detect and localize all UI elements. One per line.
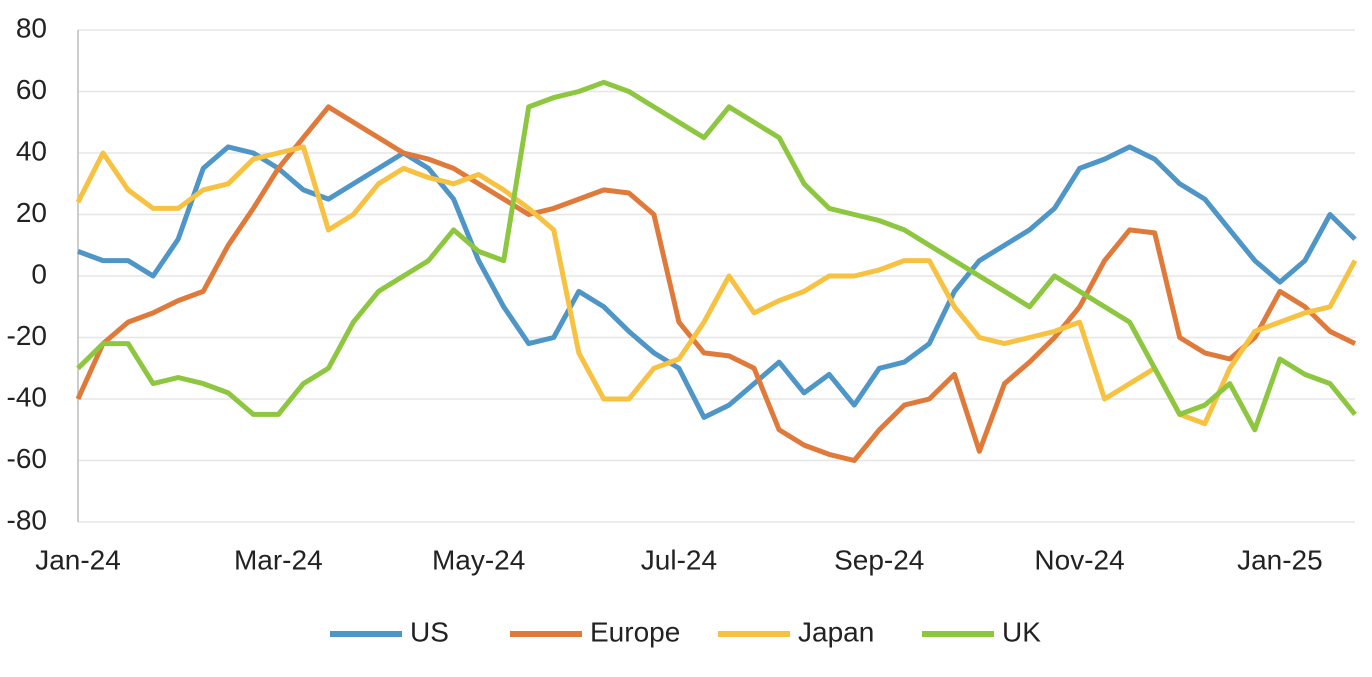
x-tick-label: Jul-24 — [641, 544, 717, 575]
y-tick-label: 20 — [16, 197, 47, 228]
x-tick-label: Jan-24 — [35, 544, 121, 575]
x-tick-label: Mar-24 — [234, 544, 323, 575]
x-tick-label: Nov-24 — [1034, 544, 1124, 575]
x-tick-label: Jan-25 — [1237, 544, 1323, 575]
y-tick-label: 0 — [31, 258, 47, 289]
legend-label: UK — [1002, 616, 1041, 647]
legend-label: Europe — [590, 616, 680, 647]
legend-label: Japan — [798, 616, 874, 647]
y-tick-label: 60 — [16, 74, 47, 105]
series-line — [75, 144, 1358, 427]
series-line — [76, 79, 1357, 433]
y-tick-label: 80 — [16, 12, 47, 43]
series-line — [75, 104, 1357, 463]
y-tick-label: -20 — [7, 320, 47, 351]
series-line — [77, 144, 1357, 420]
x-tick-label: May-24 — [432, 544, 525, 575]
y-tick-label: 40 — [16, 135, 47, 166]
y-tick-label: -40 — [7, 381, 47, 412]
x-tick-label: Sep-24 — [834, 544, 924, 575]
y-tick-label: -60 — [7, 443, 47, 474]
y-tick-label: -80 — [7, 504, 47, 535]
legend-label: US — [410, 616, 449, 647]
